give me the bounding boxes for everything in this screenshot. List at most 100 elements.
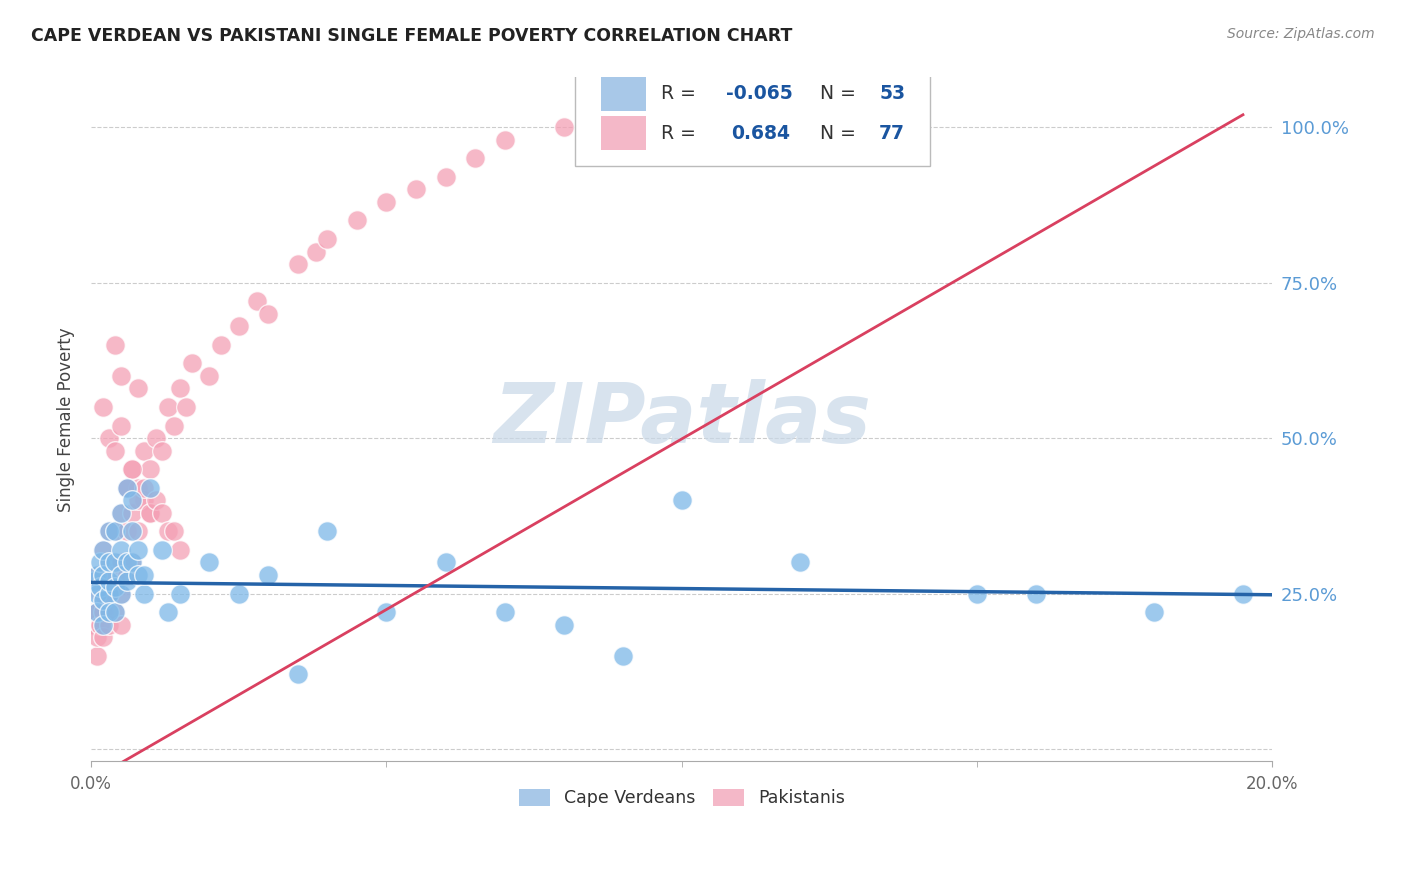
- Point: [91, 605, 114, 619]
- Point: [97, 586, 120, 600]
- Point: [134, 481, 156, 495]
- Point: [97, 431, 120, 445]
- Text: ZIPatlas: ZIPatlas: [494, 379, 870, 460]
- Point: [257, 567, 280, 582]
- Point: [97, 556, 120, 570]
- Point: [209, 338, 232, 352]
- Point: [97, 556, 120, 570]
- Point: [121, 493, 143, 508]
- Point: [150, 506, 173, 520]
- Point: [97, 586, 120, 600]
- Point: [198, 368, 221, 383]
- Point: [494, 133, 516, 147]
- Point: [110, 506, 132, 520]
- Point: [97, 574, 120, 588]
- Point: [97, 524, 120, 539]
- Point: [83, 617, 105, 632]
- Point: [104, 338, 127, 352]
- Point: [91, 567, 114, 582]
- Point: [671, 493, 693, 508]
- Point: [104, 580, 127, 594]
- Point: [145, 493, 167, 508]
- Point: [169, 543, 191, 558]
- Text: Source: ZipAtlas.com: Source: ZipAtlas.com: [1227, 27, 1375, 41]
- Point: [464, 151, 486, 165]
- Point: [83, 574, 105, 588]
- Point: [91, 586, 114, 600]
- Point: [127, 524, 149, 539]
- Point: [83, 605, 105, 619]
- Point: [110, 506, 132, 520]
- Point: [121, 462, 143, 476]
- Point: [89, 580, 111, 594]
- Point: [156, 524, 179, 539]
- Point: [156, 605, 179, 619]
- Point: [139, 462, 162, 476]
- Point: [966, 586, 988, 600]
- Point: [198, 556, 221, 570]
- Point: [139, 506, 162, 520]
- Point: [110, 543, 132, 558]
- Point: [228, 586, 250, 600]
- Point: [127, 381, 149, 395]
- Point: [110, 567, 132, 582]
- Point: [86, 630, 108, 644]
- Point: [82, 574, 104, 588]
- Point: [434, 556, 457, 570]
- Point: [91, 543, 114, 558]
- Point: [139, 481, 162, 495]
- Point: [115, 567, 138, 582]
- Point: [91, 592, 114, 607]
- Point: [346, 213, 368, 227]
- Point: [121, 506, 143, 520]
- Point: [110, 617, 132, 632]
- Point: [86, 567, 108, 582]
- Point: [150, 543, 173, 558]
- Point: [91, 543, 114, 558]
- Point: [110, 556, 132, 570]
- Point: [228, 319, 250, 334]
- Point: [287, 257, 309, 271]
- Point: [134, 567, 156, 582]
- Point: [121, 556, 143, 570]
- Point: [127, 481, 149, 495]
- Point: [115, 524, 138, 539]
- Point: [316, 524, 339, 539]
- Point: [91, 567, 114, 582]
- Legend: Cape Verdeans, Pakistanis: Cape Verdeans, Pakistanis: [512, 781, 852, 814]
- Point: [89, 617, 111, 632]
- Point: [104, 605, 127, 619]
- Text: 0.684: 0.684: [731, 124, 790, 143]
- Text: 53: 53: [879, 85, 905, 103]
- Point: [89, 586, 111, 600]
- Point: [316, 232, 339, 246]
- Point: [163, 418, 186, 433]
- Point: [405, 182, 427, 196]
- Point: [163, 524, 186, 539]
- Point: [494, 605, 516, 619]
- Point: [86, 586, 108, 600]
- Point: [612, 120, 634, 135]
- Point: [1232, 586, 1254, 600]
- Text: N =: N =: [820, 124, 862, 143]
- Point: [287, 667, 309, 681]
- Point: [86, 648, 108, 663]
- Y-axis label: Single Female Poverty: Single Female Poverty: [58, 327, 75, 512]
- Point: [245, 294, 267, 309]
- Point: [553, 120, 575, 135]
- Point: [375, 605, 398, 619]
- Point: [121, 524, 143, 539]
- Point: [91, 617, 114, 632]
- FancyBboxPatch shape: [575, 74, 929, 167]
- Point: [104, 524, 127, 539]
- Point: [110, 418, 132, 433]
- Point: [134, 443, 156, 458]
- Text: -0.065: -0.065: [725, 85, 792, 103]
- Point: [169, 381, 191, 395]
- Point: [121, 462, 143, 476]
- Point: [97, 605, 120, 619]
- Text: 77: 77: [879, 124, 905, 143]
- Point: [104, 605, 127, 619]
- Point: [134, 493, 156, 508]
- Point: [304, 244, 326, 259]
